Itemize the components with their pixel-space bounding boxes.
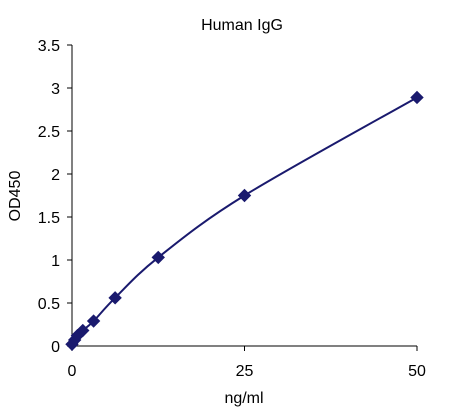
data-point-diamond xyxy=(108,291,122,305)
data-point-diamond xyxy=(86,314,101,328)
y-tick-label: 2 xyxy=(51,167,60,184)
y-tick-label: 0 xyxy=(51,339,60,356)
x-tick-label: 25 xyxy=(236,363,254,380)
y-tick-label: 1 xyxy=(51,253,60,270)
x-tick-label: 0 xyxy=(68,363,77,380)
y-axis-title: OD450 xyxy=(7,171,24,222)
y-tick-label: 0.5 xyxy=(38,296,60,313)
chart-title: Human IgG xyxy=(201,17,283,34)
data-point-diamond xyxy=(76,323,90,338)
data-point-diamond xyxy=(237,188,252,203)
ticks: 0 0.5 1 1.5 2 2.5 3 3.5 0 25 50 xyxy=(38,38,426,380)
y-tick-label: 1.5 xyxy=(38,210,60,227)
data-point-diamond xyxy=(410,90,424,105)
series-line xyxy=(71,96,418,345)
y-tick-label: 2.5 xyxy=(38,124,60,141)
x-axis-title: ng/ml xyxy=(224,390,263,407)
x-tick-label: 50 xyxy=(408,363,426,380)
data-point-diamond xyxy=(151,250,165,265)
series-layer xyxy=(65,90,424,351)
y-tick-label: 3.5 xyxy=(38,38,60,55)
y-tick-label: 3 xyxy=(51,81,60,98)
